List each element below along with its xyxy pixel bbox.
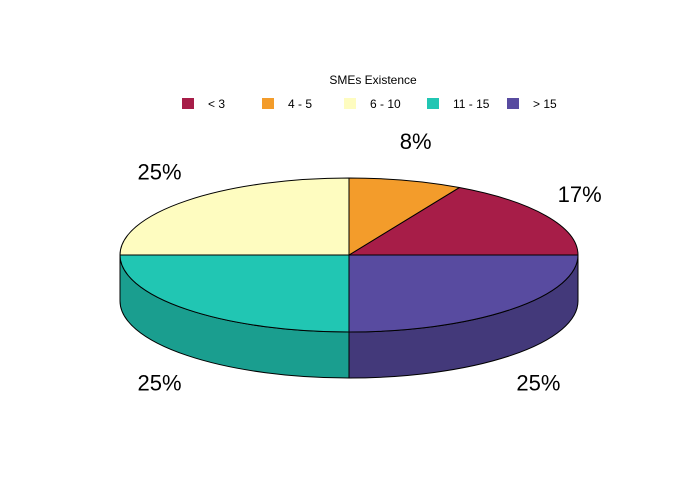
legend-label: < 3 xyxy=(208,97,225,111)
slice-3-top xyxy=(119,177,350,256)
slice-2-percent-label: 8% xyxy=(400,129,432,154)
slice-5-top xyxy=(348,254,579,333)
slice-2-top xyxy=(348,177,460,256)
legend: SMEs Existence < 3 4 - 5 6 - 10 11 - 15 > 15 xyxy=(182,73,557,111)
legend-item-4: 11 - 15 xyxy=(427,97,490,111)
legend-label: > 15 xyxy=(533,97,557,111)
slice-5-percent-label: 25% xyxy=(516,371,560,396)
legend-item-3: 6 - 10 xyxy=(344,97,401,111)
legend-label: 4 - 5 xyxy=(288,97,312,111)
legend-item-5: > 15 xyxy=(507,97,557,111)
legend-swatch xyxy=(427,98,439,109)
legend-swatch xyxy=(262,98,274,109)
legend-label: 6 - 10 xyxy=(370,97,401,111)
slice-1-percent-label: 17% xyxy=(558,182,602,207)
pie-labels: 17% 8% 25% 25% 25% xyxy=(138,129,602,396)
legend-swatch xyxy=(507,98,519,109)
slice-1-top xyxy=(348,187,579,256)
pie-tops xyxy=(119,177,579,333)
legend-item-2: 4 - 5 xyxy=(262,97,312,111)
legend-item-1: < 3 xyxy=(182,97,225,111)
slice-3-percent-label: 25% xyxy=(138,159,182,184)
legend-title: SMEs Existence xyxy=(329,73,417,87)
legend-label: 11 - 15 xyxy=(453,97,490,111)
slice-4-percent-label: 25% xyxy=(138,371,182,396)
legend-swatch xyxy=(344,98,356,109)
slice-4-top xyxy=(119,254,350,333)
legend-swatch xyxy=(182,98,194,109)
